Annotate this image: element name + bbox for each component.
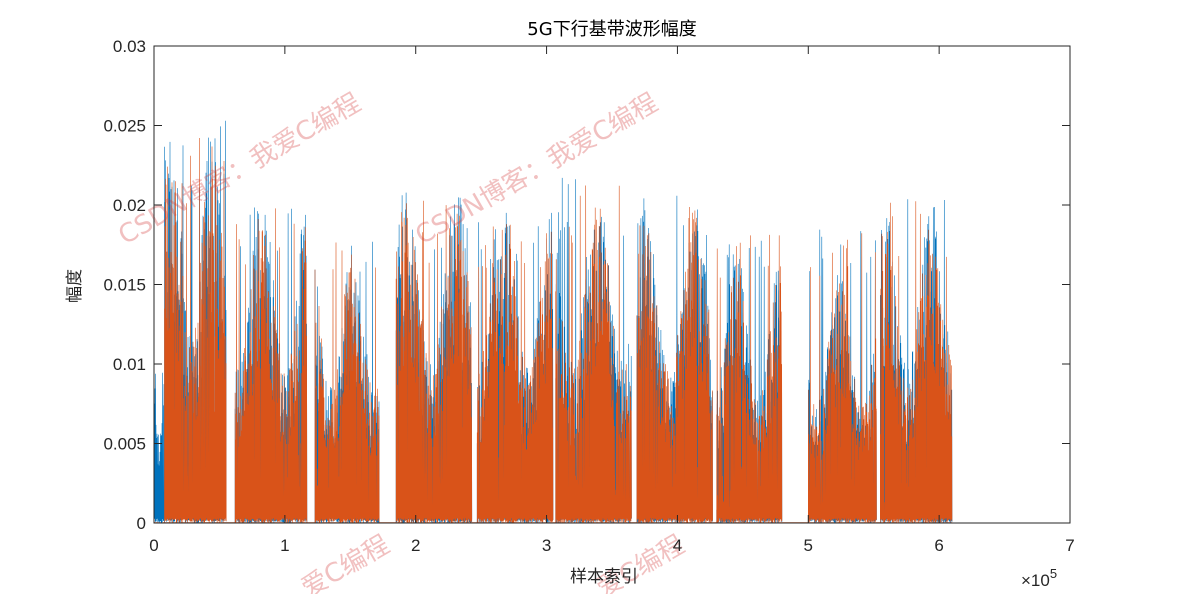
series-1-segment-1 [154, 372, 165, 523]
series-2-segment-2 [164, 137, 227, 523]
y-tick-label-5: 0.025 [103, 117, 146, 136]
x-exponent-power: 5 [1050, 566, 1057, 581]
x-tick-label-7: 7 [1065, 536, 1074, 555]
x-tick-label-1: 1 [280, 536, 289, 555]
y-axis: 0 0.005 0.01 0.015 0.02 0.025 0.03 [103, 37, 1070, 533]
series-2-segment-11 [880, 201, 953, 523]
x-tick-label-4: 4 [673, 536, 682, 555]
series-2-segment-8 [636, 206, 713, 523]
y-tick-label-2: 0.01 [113, 355, 146, 374]
x-axis: 0 1 2 3 4 5 6 7 [149, 46, 1075, 555]
x-tick-label-3: 3 [542, 536, 551, 555]
x-tick-label-0: 0 [149, 536, 158, 555]
y-tick-label-6: 0.03 [113, 37, 146, 56]
x-exponent-base: ×10 [1021, 571, 1050, 590]
y-tick-label-4: 0.02 [113, 196, 146, 215]
series-2-segment-10 [808, 233, 877, 523]
series-2-segment-4 [314, 242, 380, 523]
x-tick-label-5: 5 [804, 536, 813, 555]
x-axis-exponent: ×105 [1021, 566, 1057, 590]
series-2-segment-9 [716, 234, 783, 523]
y-tick-label-0: 0 [137, 514, 146, 533]
x-tick-label-6: 6 [934, 536, 943, 555]
x-tick-label-2: 2 [411, 536, 420, 555]
y-tick-label-1: 0.005 [103, 435, 146, 454]
x-axis-label: 样本索引 [570, 567, 638, 587]
chart-title: 5G下行基带波形幅度 [527, 19, 696, 40]
y-axis-label: 幅度 [65, 269, 85, 303]
series-2-segment-6 [476, 224, 554, 523]
y-tick-label-3: 0.015 [103, 276, 146, 295]
